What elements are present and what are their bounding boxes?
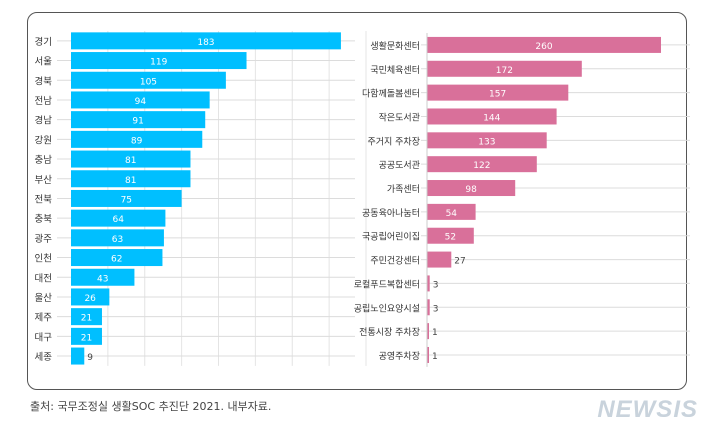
- bar: [71, 347, 85, 365]
- value-label: 260: [535, 42, 552, 52]
- category-label: 충북: [35, 214, 53, 225]
- category-label: 공영주차장: [379, 350, 420, 362]
- bar: [71, 170, 191, 188]
- value-label: 26: [84, 294, 96, 304]
- bar: [71, 209, 166, 227]
- category-label: 국민체육센터: [370, 65, 420, 76]
- bar: [71, 130, 203, 148]
- bar: [427, 251, 452, 268]
- bar: [71, 52, 247, 70]
- value-label: 64: [112, 215, 124, 225]
- category-label: 작은도서관: [379, 112, 420, 123]
- value-label: 98: [465, 185, 477, 195]
- bar: [71, 71, 226, 89]
- bar: [427, 275, 430, 292]
- value-label: 81: [125, 176, 136, 186]
- category-label: 울산: [35, 293, 53, 304]
- value-label: 105: [140, 77, 157, 87]
- newsis-logo: NEWSIS: [597, 396, 698, 423]
- chart-frame: [27, 12, 687, 390]
- bar: [427, 60, 582, 77]
- bar: [427, 156, 537, 173]
- value-label: 3: [433, 280, 439, 290]
- category-label: 전북: [35, 194, 53, 205]
- value-label: 1: [432, 328, 438, 338]
- value-label: 157: [489, 90, 506, 100]
- value-label: 81: [125, 156, 136, 166]
- value-label: 1: [432, 352, 438, 362]
- category-label: 강원: [35, 135, 52, 146]
- bar: [71, 111, 206, 129]
- value-label: 144: [483, 113, 500, 123]
- category-label: 공립노인요양시설: [354, 303, 420, 314]
- value-label: 133: [478, 137, 495, 147]
- value-label: 119: [150, 58, 167, 68]
- category-label: 경기: [35, 36, 52, 48]
- bar: [71, 268, 135, 286]
- bar: [71, 308, 102, 326]
- bar: [71, 32, 341, 50]
- value-label: 62: [111, 255, 122, 265]
- bar: [71, 327, 102, 345]
- category-label: 경남: [35, 115, 53, 127]
- bar: [427, 346, 429, 363]
- value-label: 94: [135, 97, 147, 107]
- category-label: 세종: [35, 352, 53, 363]
- category-label: 주거지 주차장: [367, 135, 420, 147]
- value-label: 54: [446, 209, 458, 219]
- value-label: 122: [473, 161, 490, 171]
- bar: [71, 288, 110, 306]
- bar: [427, 132, 547, 149]
- category-label: 인천: [35, 254, 52, 265]
- value-label: 21: [81, 314, 92, 324]
- value-label: 27: [454, 257, 465, 267]
- category-label: 광주: [35, 233, 53, 245]
- category-label: 서울: [35, 57, 53, 68]
- category-label: 다함께돌봄센터: [362, 89, 420, 100]
- bar: [427, 323, 429, 340]
- category-label: 생활문화센터: [370, 40, 420, 52]
- value-label: 9: [87, 353, 93, 363]
- category-label: 부산: [35, 175, 53, 186]
- category-label: 제주: [35, 313, 53, 324]
- category-label: 주민건강센터: [370, 256, 420, 267]
- value-label: 91: [132, 117, 143, 127]
- value-label: 43: [97, 274, 108, 284]
- value-label: 183: [197, 38, 214, 48]
- bar: [71, 189, 182, 207]
- category-label: 국공립어린이집: [362, 231, 420, 243]
- category-label: 전남: [35, 96, 53, 107]
- category-label: 충남: [35, 155, 53, 166]
- bar: [427, 180, 516, 197]
- bar: [71, 150, 191, 168]
- bar: [427, 108, 557, 125]
- category-label: 경북: [35, 75, 53, 87]
- value-label: 89: [131, 136, 143, 146]
- value-label: 75: [121, 195, 132, 205]
- bar: [427, 36, 661, 53]
- category-label: 공동육아나눔터: [362, 208, 420, 219]
- value-label: 52: [445, 233, 456, 243]
- bar: [427, 299, 430, 316]
- category-label: 대구: [35, 332, 53, 343]
- value-label: 3: [433, 304, 439, 314]
- category-label: 로컬푸드복합센터: [354, 279, 420, 290]
- value-label: 172: [496, 66, 513, 76]
- value-label: 21: [81, 333, 92, 343]
- bar: [427, 84, 569, 101]
- bar: [71, 229, 164, 247]
- bar: [71, 249, 163, 267]
- bar: [427, 203, 476, 220]
- category-label: 전통시장 주차장: [359, 326, 420, 338]
- category-label: 대전: [35, 273, 52, 284]
- bar: [71, 91, 210, 109]
- category-label: 가족센터: [387, 184, 420, 195]
- value-label: 63: [112, 235, 123, 245]
- source-note: 출처: 국무조정실 생활SOC 추진단 2021. 내부자료.: [30, 400, 272, 413]
- bar: [427, 227, 474, 244]
- category-label: 공공도서관: [379, 160, 420, 171]
